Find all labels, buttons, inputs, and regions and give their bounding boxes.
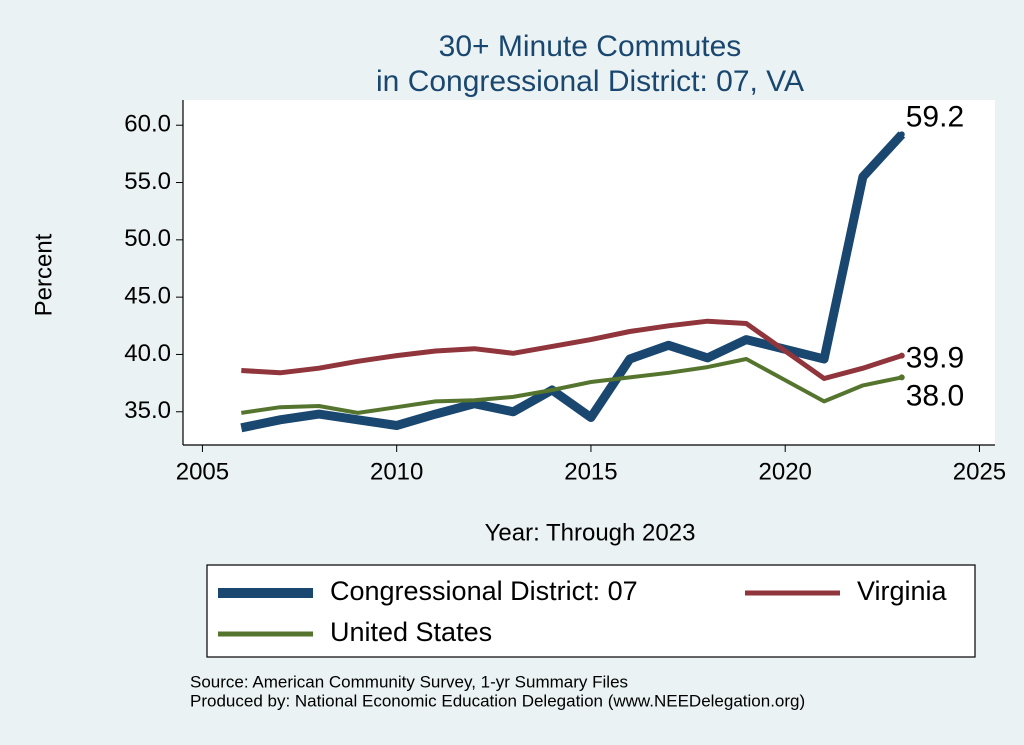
x-tick-label: 2025 [953, 458, 1006, 485]
plot-area [183, 100, 995, 445]
chart-title: in Congressional District: 07, VA [376, 65, 804, 98]
y-tick-label: 40.0 [124, 340, 171, 367]
series-line [241, 357, 903, 415]
data-label: 59.2 [906, 100, 964, 133]
end-marker [898, 131, 905, 138]
x-tick-label: 2010 [370, 458, 423, 485]
series-line [241, 318, 903, 381]
legend-label: Virginia [857, 576, 948, 606]
end-marker [898, 374, 905, 381]
source-note: Produced by: National Economic Education… [190, 691, 805, 710]
data-label: 38.0 [906, 379, 964, 412]
y-axis-title: Percent [30, 233, 57, 316]
x-tick-label: 2005 [176, 458, 229, 485]
y-tick-label: 35.0 [124, 397, 171, 424]
data-label: 39.9 [906, 342, 964, 375]
x-axis-title: Year: Through 2023 [485, 519, 696, 546]
legend-label: Congressional District: 07 [330, 576, 638, 606]
chart-title: 30+ Minute Commutes [439, 30, 742, 63]
legend-label: United States [330, 617, 492, 647]
legend [206, 564, 976, 658]
y-tick-label: 45.0 [124, 282, 171, 309]
y-tick-label: 55.0 [124, 168, 171, 195]
x-tick-label: 2020 [759, 458, 812, 485]
end-marker [898, 352, 905, 359]
y-tick-label: 50.0 [124, 225, 171, 252]
x-tick-label: 2015 [564, 458, 617, 485]
y-tick-label: 60.0 [124, 111, 171, 138]
source-note: Source: American Community Survey, 1-yr … [190, 672, 628, 691]
